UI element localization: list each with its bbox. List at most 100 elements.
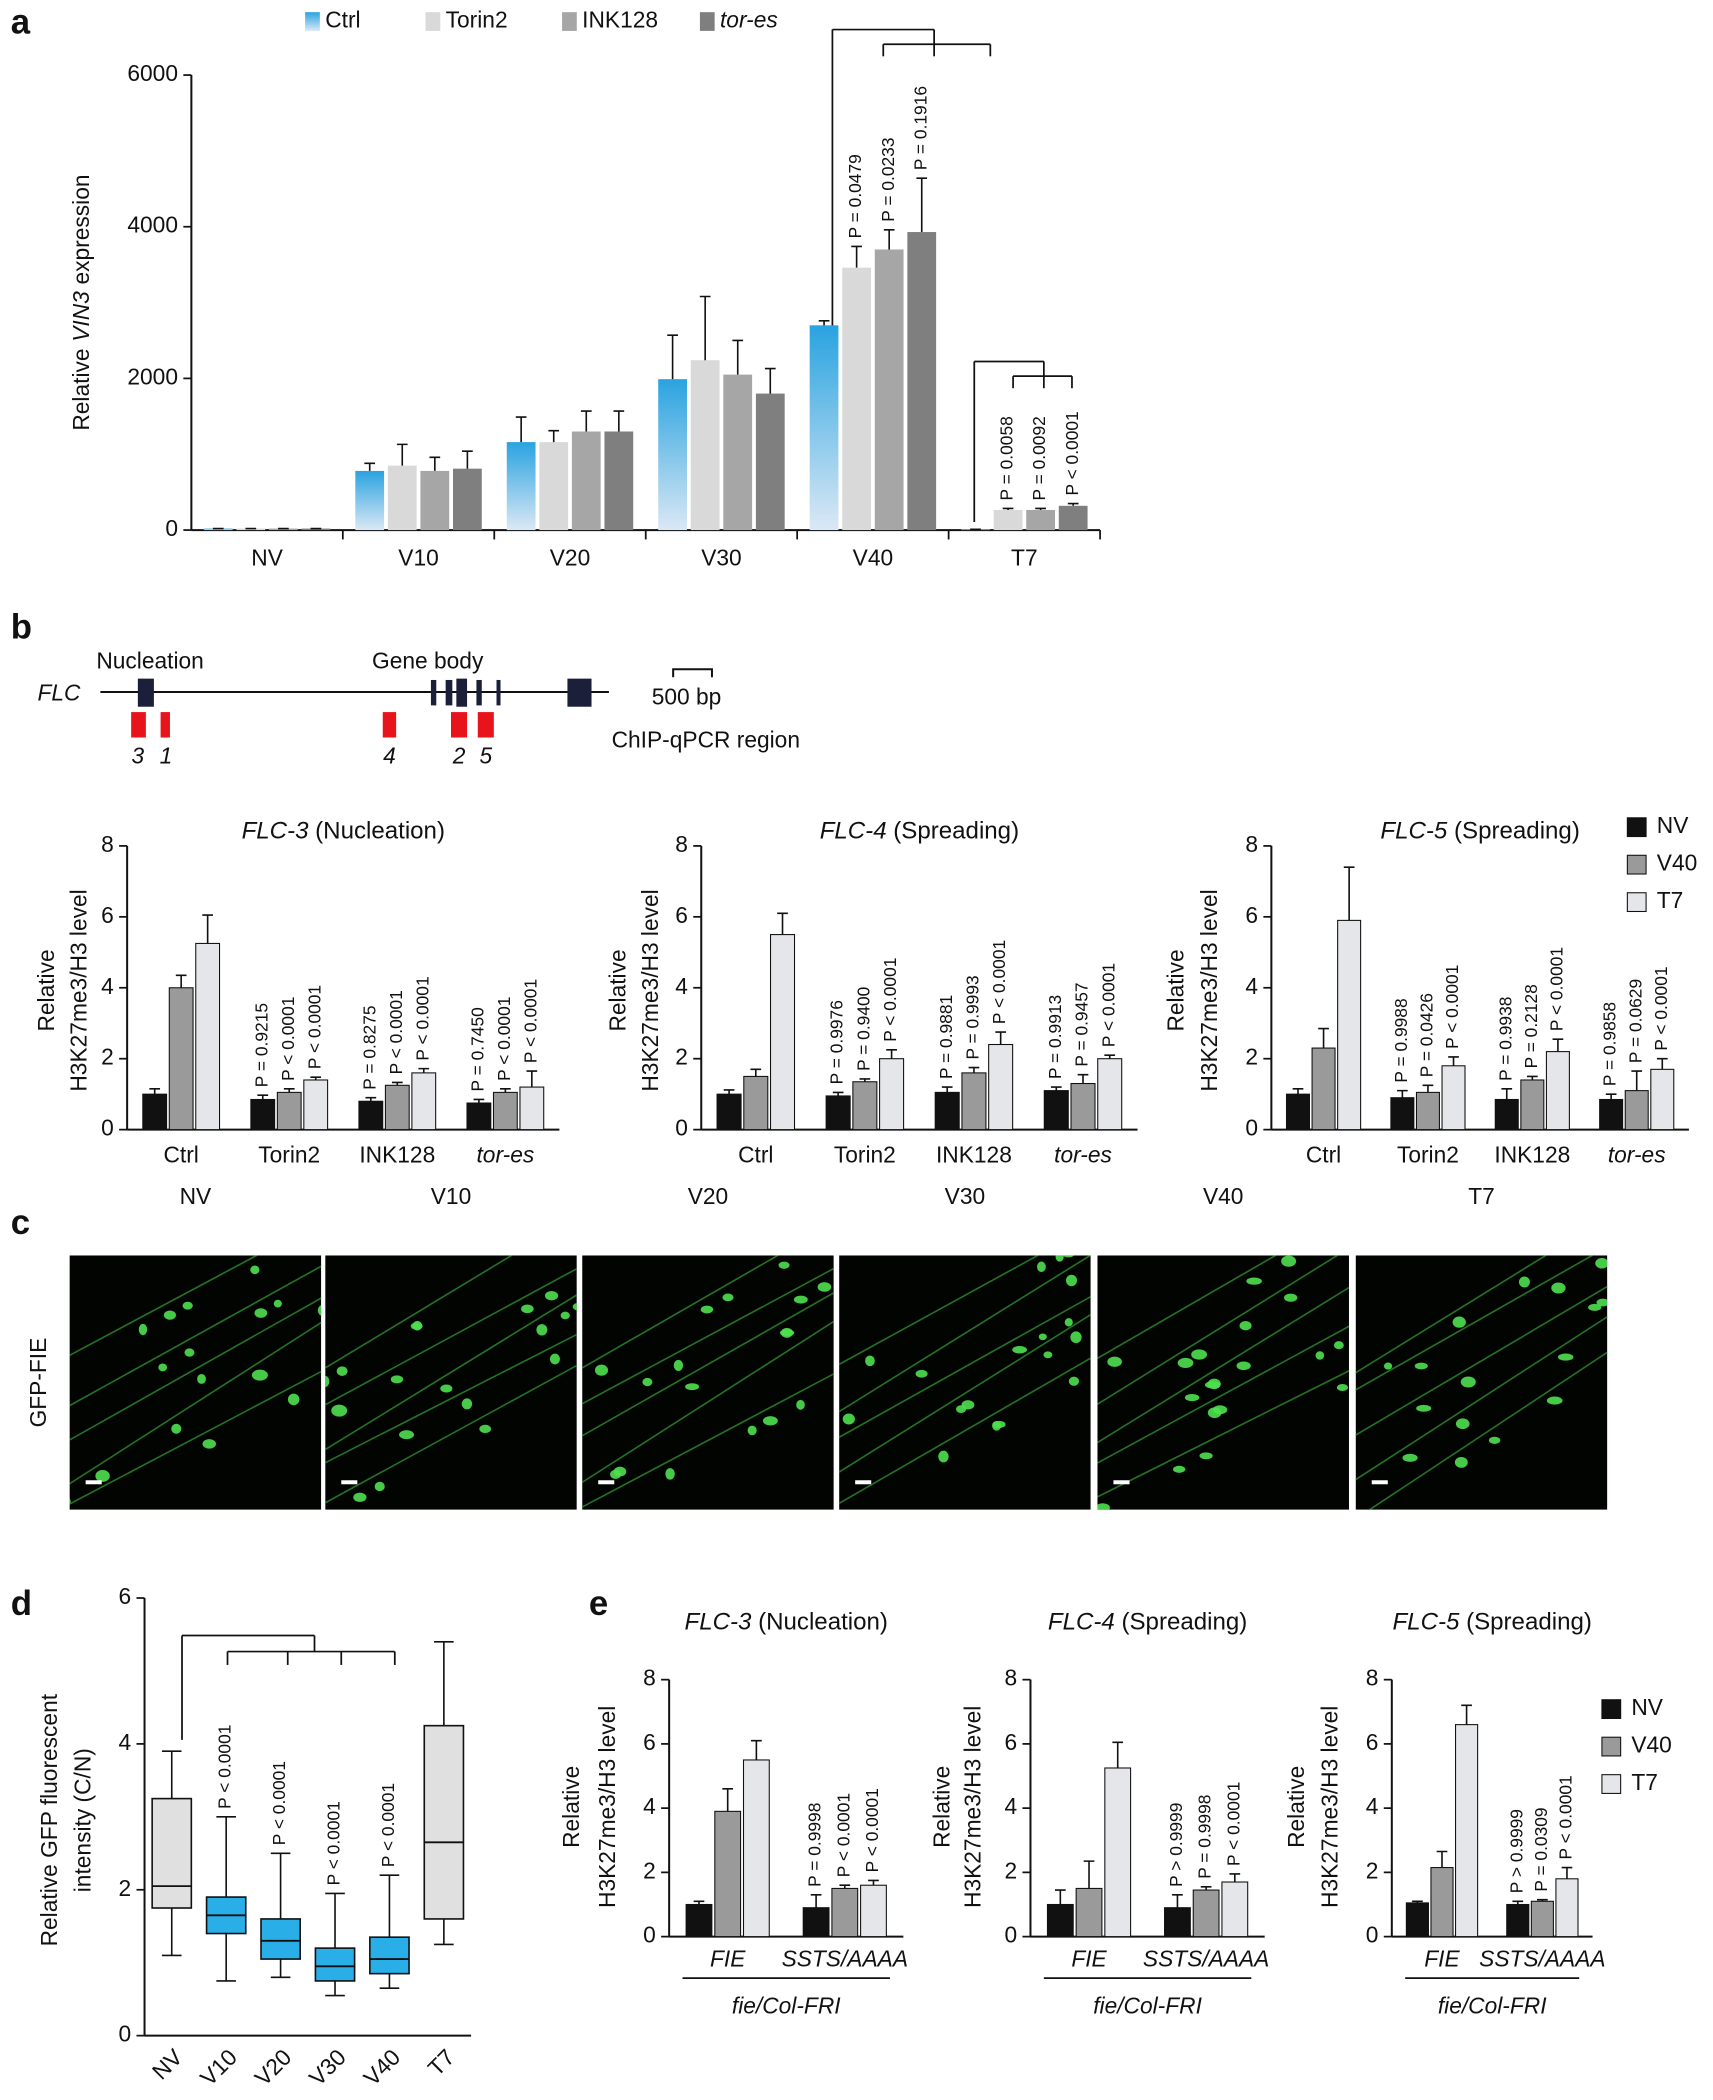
panel-label: c: [11, 1204, 30, 1242]
y-tick-label: 4: [1004, 1793, 1017, 1819]
scale-bar: [85, 1480, 102, 1485]
scale-label: 500 bp: [652, 684, 722, 710]
nucleus: [762, 1416, 778, 1426]
y-axis-title: H3K27me3/H3 level: [1196, 889, 1222, 1091]
error-bar: [202, 914, 213, 944]
y-tick-label: 8: [643, 1665, 656, 1691]
nucleus: [1281, 1255, 1297, 1267]
y-tick-label: 8: [675, 831, 688, 857]
nucleus: [1402, 1453, 1418, 1462]
scale-bar: [855, 1480, 872, 1485]
cell-wall: [1355, 1285, 1608, 1436]
error-bar: [149, 1088, 161, 1095]
bar: [742, 1759, 770, 1938]
nucleus: [1595, 1258, 1608, 1269]
chart-title-part: (Spreading): [893, 818, 1019, 845]
chart-title-part: FLC-5: [1380, 818, 1448, 845]
bar: [658, 379, 687, 531]
error-bar: [916, 177, 928, 233]
error-bar: [968, 1066, 980, 1073]
nucleus: [1588, 1303, 1602, 1311]
error-bar: [257, 1094, 269, 1100]
error-bar: [1448, 1056, 1459, 1066]
p-value-label: P < 0.0001: [1556, 1775, 1576, 1859]
p-value-label: P > 0.9999: [1166, 1803, 1186, 1887]
error-bar: [1561, 1866, 1573, 1879]
error-bar: [886, 1049, 897, 1059]
error-bar: [580, 410, 592, 432]
bar: [1650, 1068, 1675, 1131]
bar: [723, 374, 753, 531]
p-value-label: P = 0.9976: [827, 1000, 847, 1084]
chart-title-part: (Nucleation): [758, 1609, 888, 1636]
y-tick-label: 6: [118, 1583, 131, 1609]
x-tick-label: FIE: [1424, 1946, 1460, 1972]
nucleus: [665, 1468, 675, 1480]
error-bar: [175, 974, 187, 988]
bar: [453, 468, 482, 531]
nucleus: [817, 1282, 832, 1292]
box: [423, 1724, 465, 1920]
legend-swatch: [1601, 1774, 1622, 1794]
p-value-label: P < 0.0001: [304, 985, 324, 1069]
image-title: V30: [945, 1183, 985, 1209]
exon: [476, 679, 482, 706]
p-value-label: P < 0.0001: [1062, 411, 1082, 495]
nucleus: [1284, 1293, 1298, 1302]
whisker: [161, 1750, 182, 1799]
y-axis-title: Relative: [605, 949, 631, 1031]
p-value-label: P = 0.9913: [1045, 995, 1065, 1079]
legend-swatch: [425, 12, 441, 31]
nucleus: [1068, 1376, 1080, 1386]
nucleus: [1611, 1320, 1621, 1329]
legend-swatch: [562, 12, 577, 31]
micrograph: [839, 1255, 1091, 1510]
p-value-label: P = 0.2128: [1521, 984, 1541, 1068]
bar: [303, 1079, 329, 1131]
nucleus: [642, 1377, 653, 1387]
p-value-label: P < 0.0001: [833, 1793, 853, 1877]
error-bar: [283, 1088, 295, 1093]
chip-region: [382, 712, 397, 738]
micrograph: [582, 1255, 834, 1510]
p-value-label: P < 0.0001: [278, 997, 298, 1081]
error-bar: [1537, 1898, 1548, 1902]
nucleus: [54, 1453, 65, 1464]
nucleus: [251, 1369, 268, 1381]
error-bar: [1552, 1038, 1564, 1052]
x-tick-label: V30: [304, 2044, 351, 2091]
x-tick-label: FIE: [1071, 1946, 1107, 1972]
bar: [1164, 1907, 1191, 1938]
bar: [387, 465, 417, 531]
bar: [769, 934, 796, 1131]
legend-swatch: [1626, 892, 1647, 913]
cell-wall: [1097, 1286, 1349, 1444]
x-tick-label: SSTS/AAAA: [1479, 1946, 1605, 1972]
error-bar: [1054, 1889, 1066, 1905]
whisker: [379, 1973, 400, 1990]
error-bar: [462, 450, 473, 469]
y-tick-label: 6: [1245, 902, 1258, 928]
nucleus: [1037, 1261, 1046, 1273]
error-bar: [810, 1894, 822, 1908]
nucleus: [915, 1369, 928, 1378]
whisker: [270, 1852, 291, 1919]
y-tick-label: 4: [675, 973, 688, 999]
cell-wall: [582, 1267, 834, 1405]
x-tick-label: V40: [358, 2044, 405, 2091]
p-value-label: P < 0.0001: [324, 1801, 344, 1885]
y-tick-label: 8: [1004, 1665, 1017, 1691]
legend-swatch: [1626, 817, 1647, 838]
y-tick-label: 2: [1004, 1857, 1017, 1883]
p-value-label: P = 0.9215: [251, 1003, 271, 1087]
bar: [1192, 1889, 1220, 1938]
p-value-label: P < 0.0001: [494, 997, 514, 1081]
image-title: V40: [1203, 1183, 1243, 1209]
cell-wall: [69, 1265, 322, 1407]
cell-wall: [582, 1255, 780, 1369]
micrograph-bg: [582, 1255, 834, 1510]
error-bar: [391, 1081, 403, 1086]
error-bar: [613, 410, 625, 432]
bar: [276, 1091, 302, 1131]
bar: [874, 249, 904, 531]
